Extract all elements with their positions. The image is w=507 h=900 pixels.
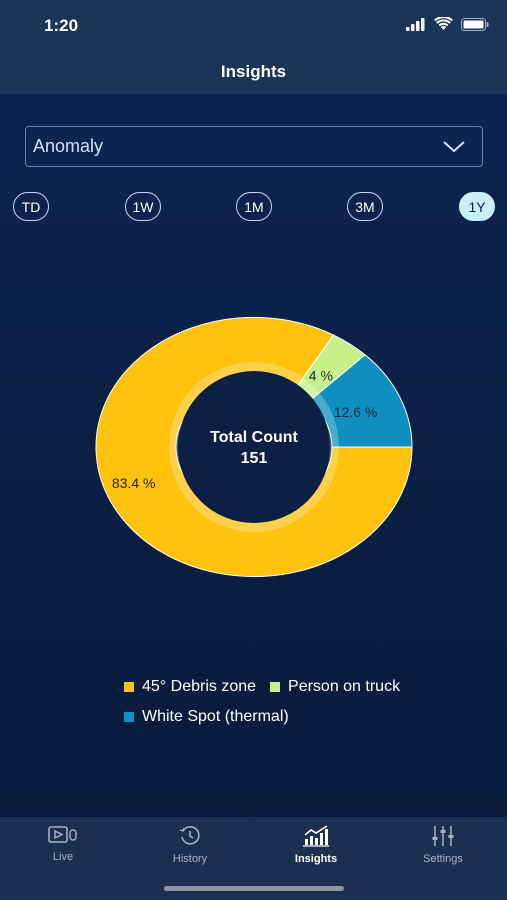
legend-item-debris-zone: 45° Debris zone xyxy=(124,678,256,696)
legend-swatch xyxy=(124,712,134,722)
donut-hole xyxy=(178,371,330,523)
chart-legend: 45° Debris zone Person on truck White Sp… xyxy=(124,678,484,738)
range-button-1m[interactable]: 1M xyxy=(236,192,272,221)
home-indicator xyxy=(164,886,344,891)
range-button-3m[interactable]: 3M xyxy=(347,192,383,221)
tab-insights[interactable]: Insights xyxy=(271,825,361,875)
time-range-selector: TD 1W 1M 3M 1Y xyxy=(12,192,497,224)
anomaly-type-dropdown[interactable]: Anomaly xyxy=(25,126,483,167)
total-count-label: Total Count xyxy=(210,429,298,446)
legend-swatch xyxy=(124,682,134,692)
dropdown-selected-value: Anomaly xyxy=(33,136,104,156)
wifi-icon xyxy=(434,17,453,30)
status-bar: 1:20 xyxy=(0,0,507,50)
insights-chart-icon xyxy=(303,825,329,847)
slice-label-white-spot: 12.6 % xyxy=(334,404,378,420)
slice-label-debris-zone: 83.4 % xyxy=(112,475,156,491)
total-count-value: 151 xyxy=(241,450,268,467)
tab-settings[interactable]: Settings xyxy=(398,825,488,875)
settings-sliders-icon xyxy=(432,826,454,846)
tab-live[interactable]: Live xyxy=(18,825,108,875)
anomaly-donut-chart: Total Count 151 12.6 % 4 % 83.4 % xyxy=(0,300,507,600)
slice-label-person-on-truck: 4 % xyxy=(309,367,333,383)
nav-bar: Insights xyxy=(0,50,507,94)
tab-history[interactable]: History xyxy=(145,825,235,875)
range-button-1w[interactable]: 1W xyxy=(125,192,161,221)
legend-swatch xyxy=(270,682,281,692)
signal-icon xyxy=(406,17,425,31)
status-icons xyxy=(406,17,489,31)
legend-item-person-on-truck: Person on truck xyxy=(270,678,400,696)
legend-item-white-spot: White Spot (thermal) xyxy=(124,708,289,726)
range-button-td[interactable]: TD xyxy=(13,192,49,221)
page-title: Insights xyxy=(220,62,287,81)
status-time: 1:20 xyxy=(44,16,79,35)
range-button-1y[interactable]: 1Y xyxy=(459,192,495,221)
live-video-icon xyxy=(48,826,77,843)
donut-svg: Total Count 151 12.6 % 4 % 83.4 % xyxy=(95,316,413,578)
slice-debris-zone[interactable] xyxy=(95,316,413,578)
battery-icon xyxy=(461,17,489,31)
chevron-down-icon xyxy=(443,140,465,152)
history-clock-icon xyxy=(179,826,200,845)
